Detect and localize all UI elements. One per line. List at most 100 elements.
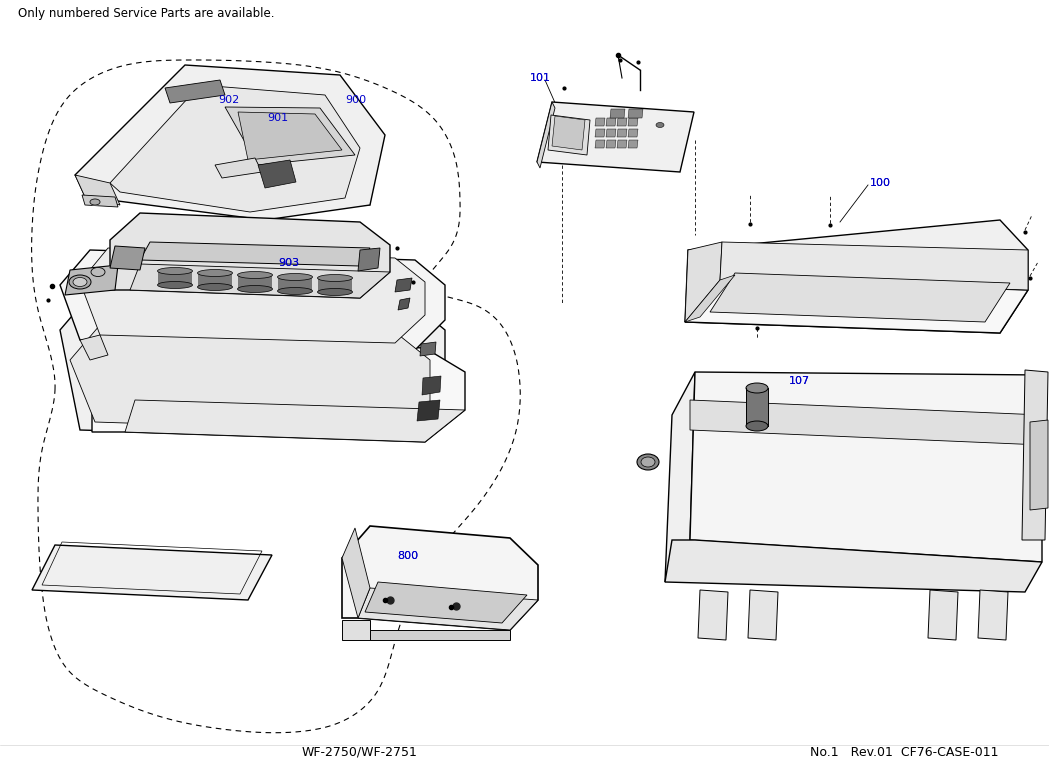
Polygon shape [690,372,1042,562]
Text: Only numbered Service Parts are available.: Only numbered Service Parts are availabl… [18,8,275,21]
Ellipse shape [278,274,313,281]
Polygon shape [125,400,465,442]
Polygon shape [685,280,1028,333]
Polygon shape [685,242,722,322]
Polygon shape [685,275,735,322]
Polygon shape [748,590,778,640]
Text: 903: 903 [278,258,299,268]
Ellipse shape [197,284,233,291]
Polygon shape [74,65,385,220]
Polygon shape [158,271,192,285]
Ellipse shape [157,268,193,275]
Text: 900: 900 [345,95,366,105]
Polygon shape [690,400,1042,445]
Polygon shape [258,160,296,188]
Text: 107: 107 [789,376,810,386]
Polygon shape [1030,420,1048,510]
Polygon shape [928,590,958,640]
Ellipse shape [197,269,233,277]
Polygon shape [365,582,527,623]
Text: 902: 902 [218,95,239,105]
Polygon shape [165,80,224,103]
Ellipse shape [656,122,664,128]
Polygon shape [238,112,342,160]
Text: WF-2750/WF-2751: WF-2750/WF-2751 [302,745,418,758]
Ellipse shape [746,383,768,393]
Ellipse shape [278,288,313,295]
Text: 901: 901 [267,113,288,123]
Polygon shape [358,248,380,271]
Polygon shape [398,298,410,310]
Text: 903: 903 [278,258,299,268]
Ellipse shape [157,281,193,288]
Ellipse shape [318,288,352,295]
Polygon shape [606,129,616,137]
Polygon shape [537,102,555,168]
Text: 101: 101 [530,73,551,83]
Text: 100: 100 [870,178,891,188]
Polygon shape [33,545,272,600]
Polygon shape [92,337,465,442]
Polygon shape [110,85,360,212]
Text: 107: 107 [789,376,810,386]
Ellipse shape [91,268,105,277]
Polygon shape [698,590,728,640]
Polygon shape [70,325,430,432]
Polygon shape [342,526,538,630]
Ellipse shape [318,275,352,281]
Polygon shape [110,213,390,298]
Polygon shape [318,278,352,292]
Polygon shape [418,400,440,421]
Ellipse shape [69,275,91,289]
Polygon shape [552,116,585,150]
Polygon shape [420,342,436,356]
Polygon shape [82,195,117,207]
Polygon shape [198,273,232,287]
Polygon shape [746,388,768,426]
Polygon shape [595,140,605,148]
Ellipse shape [237,285,273,292]
Text: 800: 800 [397,551,419,561]
Polygon shape [224,107,355,165]
Ellipse shape [746,421,768,431]
Polygon shape [140,242,370,266]
Polygon shape [628,109,643,118]
Polygon shape [358,588,538,630]
Polygon shape [60,250,445,350]
Text: 100: 100 [870,178,891,188]
Polygon shape [80,335,108,360]
Polygon shape [665,372,695,582]
Polygon shape [628,140,638,148]
Ellipse shape [641,457,655,467]
Polygon shape [628,118,638,126]
Polygon shape [1022,370,1048,540]
Polygon shape [130,264,390,298]
Polygon shape [617,118,627,126]
Polygon shape [606,140,616,148]
Polygon shape [342,528,370,618]
Polygon shape [720,242,1028,290]
Polygon shape [342,620,370,640]
Ellipse shape [637,454,659,470]
Polygon shape [611,109,625,118]
Polygon shape [215,158,262,178]
Ellipse shape [73,278,87,287]
Polygon shape [978,590,1008,640]
Ellipse shape [90,199,100,205]
Polygon shape [685,220,1028,333]
Polygon shape [278,277,312,291]
Polygon shape [370,630,510,640]
Polygon shape [628,129,638,137]
Text: 101: 101 [530,73,551,83]
Polygon shape [74,175,120,205]
Polygon shape [548,115,590,155]
Polygon shape [617,129,627,137]
Polygon shape [595,129,605,137]
Polygon shape [65,265,117,295]
Polygon shape [422,376,441,395]
Polygon shape [606,118,616,126]
Polygon shape [238,275,272,289]
Polygon shape [537,102,694,172]
Text: 800: 800 [397,551,419,561]
Polygon shape [665,540,1042,592]
